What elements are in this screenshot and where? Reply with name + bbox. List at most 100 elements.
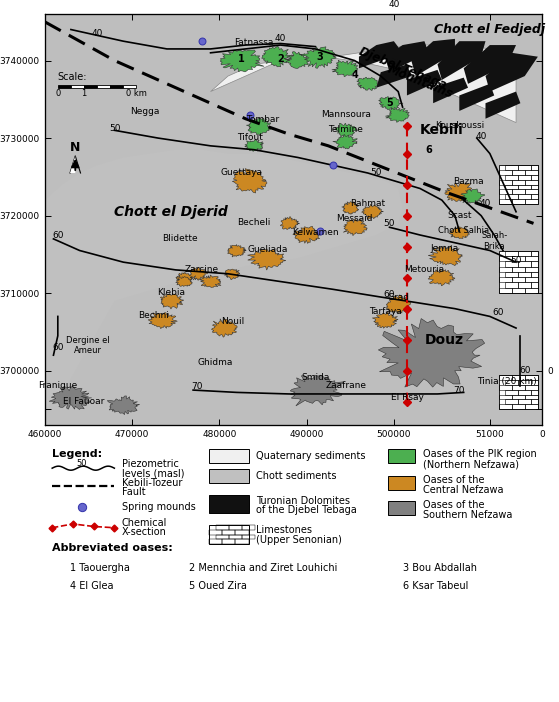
Bar — [531, 380, 538, 385]
Text: 50: 50 — [109, 124, 120, 133]
Text: Becheli: Becheli — [238, 218, 271, 227]
Text: 70: 70 — [192, 382, 203, 391]
Polygon shape — [342, 201, 359, 214]
Polygon shape — [285, 52, 309, 68]
Text: Salah-
Brika: Salah- Brika — [481, 231, 508, 251]
Text: Scast: Scast — [447, 211, 472, 220]
Bar — [525, 170, 538, 175]
Bar — [499, 180, 511, 185]
Bar — [525, 256, 538, 261]
Bar — [531, 390, 538, 395]
Text: 4 El Glea: 4 El Glea — [69, 581, 113, 591]
Text: Kebili-Tozeur: Kebili-Tozeur — [122, 478, 182, 489]
Polygon shape — [486, 91, 520, 119]
Bar — [531, 175, 538, 180]
Bar — [525, 288, 538, 293]
Text: 6 Ksar Tabeul: 6 Ksar Tabeul — [403, 581, 468, 591]
Bar — [499, 199, 511, 204]
Bar — [71, 85, 84, 88]
Bar — [525, 375, 538, 380]
Text: Oases of the: Oases of the — [423, 475, 484, 484]
Text: 0: 0 — [55, 89, 60, 98]
Text: Nouil: Nouil — [221, 317, 244, 326]
Polygon shape — [385, 41, 429, 72]
Text: Rahmat: Rahmat — [350, 199, 385, 208]
Bar — [505, 185, 518, 190]
Polygon shape — [49, 386, 92, 409]
Polygon shape — [385, 107, 409, 122]
Bar — [229, 535, 242, 539]
Text: 40: 40 — [476, 132, 487, 141]
Text: Fault: Fault — [122, 487, 145, 497]
Text: 60: 60 — [383, 290, 395, 299]
Text: Djebel Tebaga: Djebel Tebaga — [357, 45, 448, 92]
Text: X-section: X-section — [122, 526, 167, 536]
Text: 70: 70 — [453, 385, 465, 395]
Polygon shape — [463, 45, 516, 84]
Polygon shape — [262, 46, 292, 67]
Polygon shape — [220, 50, 264, 72]
Polygon shape — [334, 124, 358, 138]
Text: 3 Bou Abdallah: 3 Bou Abdallah — [403, 563, 477, 574]
Polygon shape — [343, 219, 367, 236]
Text: Guettaya: Guettaya — [220, 168, 262, 177]
Polygon shape — [45, 150, 402, 409]
Bar — [531, 282, 538, 288]
Text: Telmine: Telmine — [328, 125, 363, 134]
Bar — [209, 470, 249, 484]
Polygon shape — [445, 183, 475, 201]
Polygon shape — [245, 140, 264, 152]
Text: 1 Taouergha: 1 Taouergha — [69, 563, 130, 574]
Text: Grad: Grad — [387, 293, 409, 303]
Text: 1: 1 — [238, 54, 244, 64]
Polygon shape — [362, 204, 383, 219]
Polygon shape — [486, 53, 538, 91]
Text: N: N — [70, 140, 80, 154]
Polygon shape — [411, 39, 455, 76]
Bar — [511, 404, 525, 409]
Text: 1: 1 — [82, 89, 87, 98]
Bar — [518, 251, 531, 256]
Polygon shape — [189, 267, 208, 280]
Polygon shape — [247, 118, 271, 135]
Bar — [518, 175, 531, 180]
Polygon shape — [176, 277, 192, 286]
Bar — [505, 165, 518, 170]
Bar — [505, 194, 518, 199]
Bar — [505, 175, 518, 180]
Text: 60: 60 — [52, 230, 64, 239]
Bar — [525, 199, 538, 204]
Polygon shape — [438, 41, 486, 80]
Text: 40: 40 — [480, 199, 491, 208]
Polygon shape — [70, 156, 75, 173]
Bar — [505, 272, 518, 277]
Bar — [505, 282, 518, 288]
Bar — [124, 85, 136, 88]
Polygon shape — [200, 275, 221, 287]
Text: Fatnassa: Fatnassa — [235, 38, 274, 46]
Bar — [505, 251, 518, 256]
Text: 40: 40 — [274, 34, 286, 44]
Bar — [235, 539, 249, 544]
Text: Scale:: Scale: — [58, 72, 87, 82]
Polygon shape — [290, 375, 344, 406]
Polygon shape — [378, 319, 485, 387]
Bar — [511, 190, 525, 194]
Bar — [511, 277, 525, 282]
Bar — [235, 530, 249, 535]
Polygon shape — [433, 78, 468, 103]
Bar — [97, 85, 110, 88]
Text: (Northern Nefzawa): (Northern Nefzawa) — [423, 459, 519, 470]
Text: Chemical: Chemical — [122, 517, 167, 528]
Text: Chott el Fedjedj: Chott el Fedjedj — [434, 23, 546, 36]
Bar — [216, 535, 229, 539]
Bar — [229, 525, 242, 530]
Text: 2 Mennchia and Ziret Louhichi: 2 Mennchia and Ziret Louhichi — [189, 563, 338, 574]
Text: 50: 50 — [77, 458, 87, 468]
Bar — [58, 85, 71, 88]
Text: Gueliada: Gueliada — [247, 246, 287, 254]
Bar — [518, 165, 531, 170]
Bar — [525, 395, 538, 399]
Bar — [531, 399, 538, 404]
Polygon shape — [176, 272, 193, 283]
